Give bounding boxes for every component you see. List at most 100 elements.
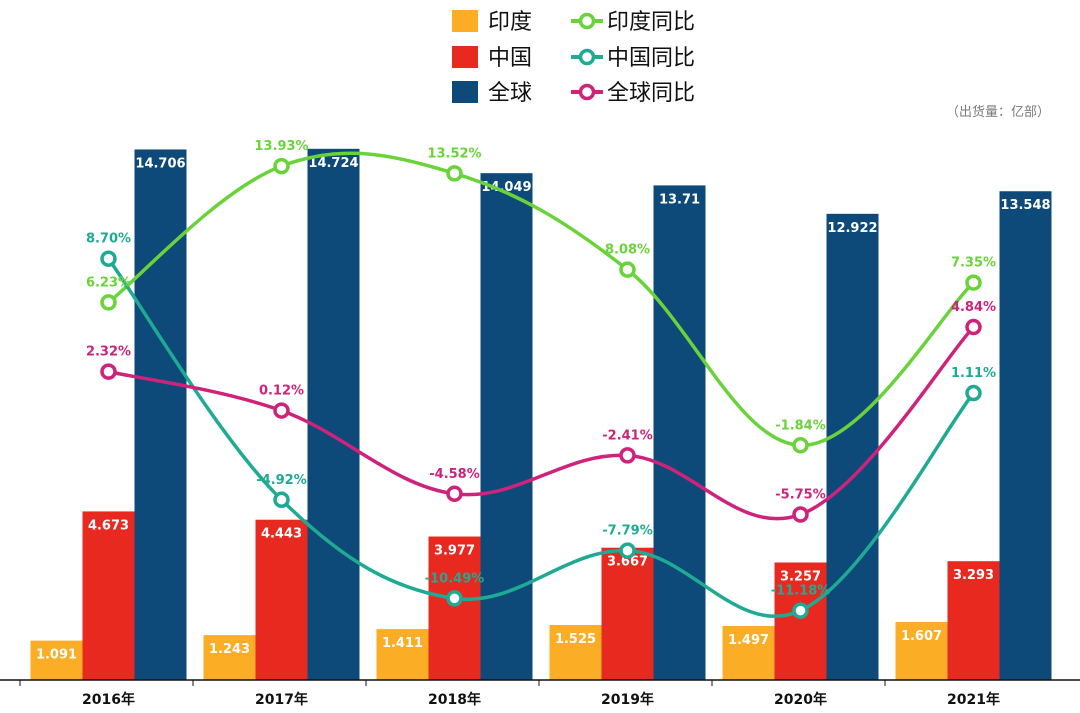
bar-label-india-4: 1.525: [555, 632, 596, 647]
legend-swatch-global: [452, 81, 478, 103]
point-global-yoy-3: [446, 485, 463, 503]
legend-label-india-yoy: 印度同比: [607, 10, 695, 35]
bar-india-2: [203, 635, 256, 680]
line-india-yoy: [106, 151, 976, 448]
bar-label-global-5: 12.922: [827, 221, 877, 236]
x-tick-label-6: 2021年: [947, 691, 1000, 708]
bar-global-5: [826, 213, 879, 680]
point-label-china-yoy-2: -4.92%: [256, 473, 307, 488]
point-label-china-yoy-5: -11.18%: [771, 584, 831, 599]
point-label-india-yoy-6: 7.35%: [951, 256, 996, 271]
x-axis: 2016年 2017年 2018年 2019年 2020年 2021年: [0, 679, 1080, 708]
bar-china-5: [774, 562, 827, 680]
legend-label-india: 印度: [488, 10, 532, 35]
point-china-yoy-6: [965, 384, 982, 402]
bar-label-china-3: 3.977: [434, 544, 475, 559]
legend-marker-china-yoy: [578, 48, 596, 66]
point-china-yoy-5: [792, 602, 809, 619]
bar-global-4: [653, 185, 706, 680]
point-global-yoy-6: [965, 318, 982, 336]
point-label-india-yoy-2: 13.93%: [254, 139, 308, 154]
point-label-layer: 6.23% 13.93% 13.52% 8.08% -1.84% 7.35% 8.70% -4…: [86, 139, 996, 598]
x-tick-label-4: 2019年: [601, 691, 654, 708]
point-global-yoy-2: [273, 402, 290, 419]
point-india-yoy-5: [792, 437, 809, 454]
point-label-global-yoy-4: -2.41%: [602, 428, 653, 443]
bar-label-china-2: 4.443: [261, 527, 302, 542]
bar-label-global-1: 14.706: [135, 156, 185, 171]
bar-china-3: [428, 536, 481, 680]
bar-china-4: [601, 547, 654, 680]
line-global-yoy: [106, 325, 976, 521]
point-label-global-yoy-3: -4.58%: [429, 467, 480, 482]
legend-marker-india-yoy: [578, 12, 596, 30]
point-global-yoy-1: [100, 363, 117, 380]
x-tick-label-3: 2018年: [428, 691, 481, 708]
point-china-yoy-2: [273, 491, 290, 509]
bar-india-5: [722, 625, 775, 680]
bar-india-1: [30, 640, 83, 680]
legend-marker-global-yoy: [578, 83, 596, 101]
point-global-yoy-5: [792, 506, 809, 523]
point-label-china-yoy-3: -10.49%: [425, 571, 485, 586]
legend-label-china: 中国: [488, 46, 532, 71]
bar-label-china-5: 3.257: [780, 570, 821, 585]
bar-india-4: [549, 624, 602, 680]
bar-label-layer: 1.091 1.243 1.411 1.525 1.497 1.607 4.673 4.443…: [36, 156, 1051, 663]
point-label-global-yoy-6: 4.84%: [951, 300, 996, 315]
point-india-yoy-6: [965, 274, 982, 291]
legend-swatch-india: [452, 10, 478, 32]
bar-china-6: [947, 561, 1000, 680]
legend-swatch-china: [452, 46, 478, 68]
bar-global-3: [480, 173, 533, 680]
bar-label-global-6: 13.548: [1000, 198, 1050, 213]
bar-china-1: [82, 511, 135, 680]
bar-label-india-6: 1.607: [901, 629, 942, 644]
x-tick-label-2: 2017年: [255, 691, 308, 708]
point-label-china-yoy-4: -7.79%: [602, 524, 653, 539]
point-china-yoy-4: [619, 542, 636, 559]
unit-note: （出货量：亿部）: [946, 104, 1050, 120]
bar-china-2: [255, 519, 308, 680]
point-india-yoy-1: [100, 294, 117, 311]
point-label-global-yoy-5: -5.75%: [775, 487, 826, 502]
x-tick-label-1: 2016年: [82, 691, 135, 708]
bar-label-china-4: 3.667: [607, 555, 648, 570]
bar-label-global-2: 14.724: [308, 156, 358, 171]
point-label-global-yoy-2: 0.12%: [259, 384, 304, 399]
bar-global-1: [134, 149, 187, 680]
bar-label-china-6: 3.293: [953, 568, 994, 583]
point-label-india-yoy-5: -1.84%: [775, 418, 826, 433]
point-label-india-yoy-1: 6.23%: [86, 275, 131, 290]
point-label-india-yoy-3: 13.52%: [427, 146, 481, 161]
legend-label-china-yoy: 中国同比: [607, 46, 695, 71]
point-label-global-yoy-1: 2.32%: [86, 345, 131, 360]
bar-label-india-5: 1.497: [728, 633, 769, 648]
bar-label-india-2: 1.243: [209, 642, 250, 657]
bar-label-india-1: 1.091: [36, 648, 77, 663]
point-china-yoy-1: [100, 250, 117, 267]
bar-global-2: [307, 148, 360, 680]
point-india-yoy-4: [619, 261, 636, 278]
bar-layer: [30, 148, 1052, 680]
point-label-india-yoy-4: 8.08%: [605, 243, 650, 258]
bar-label-global-4: 13.71: [659, 192, 700, 207]
bar-label-china-1: 4.673: [88, 518, 129, 533]
line-layer: [100, 151, 982, 619]
legend-label-global-yoy: 全球同比: [607, 81, 695, 106]
bar-global-6: [999, 191, 1052, 680]
legend-label-global: 全球: [488, 81, 532, 106]
bar-india-6: [895, 622, 948, 680]
bar-label-india-3: 1.411: [382, 636, 423, 651]
point-label-china-yoy-6: 1.11%: [951, 366, 996, 381]
x-tick-label-5: 2020年: [774, 691, 827, 708]
bar-label-global-3: 14.049: [481, 180, 531, 195]
point-india-yoy-3: [446, 165, 463, 182]
point-label-china-yoy-1: 8.70%: [86, 232, 131, 247]
point-china-yoy-3: [446, 590, 463, 607]
point-global-yoy-4: [619, 447, 636, 464]
line-china-yoy: [106, 256, 976, 619]
